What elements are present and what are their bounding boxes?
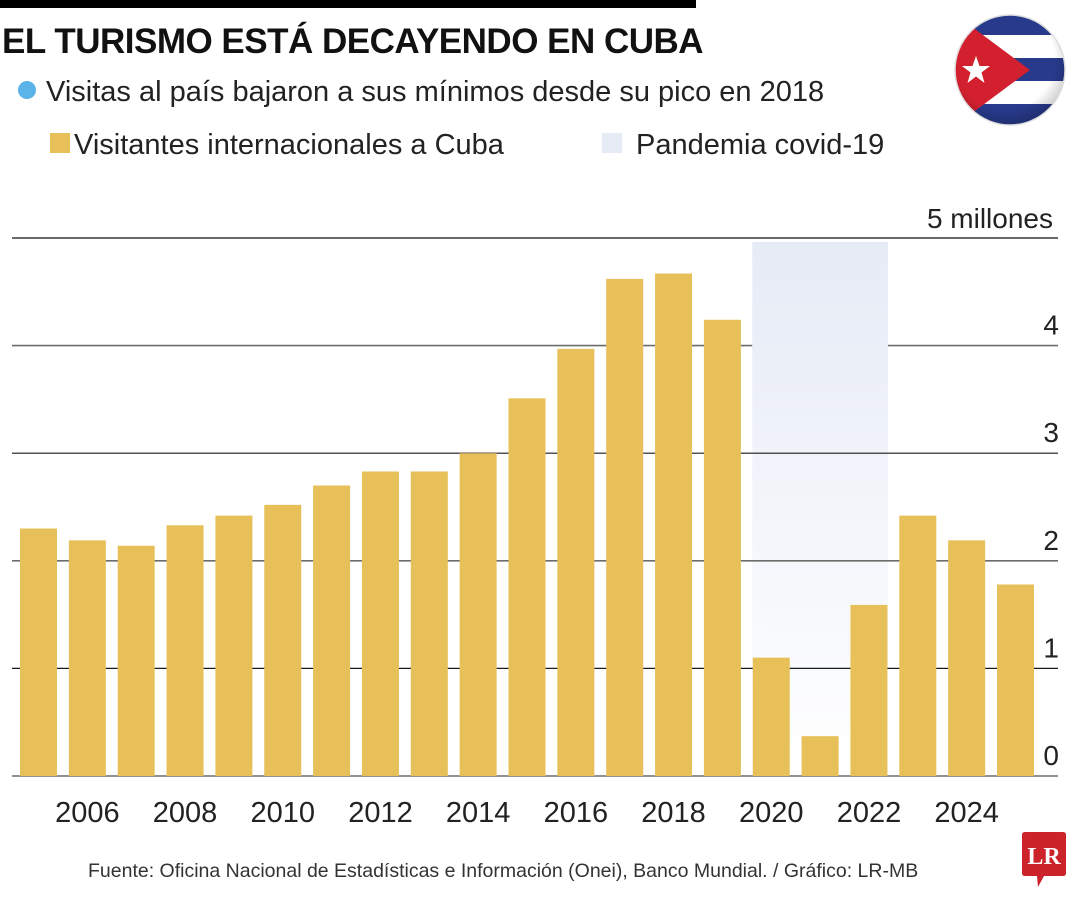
x-tick-label: 2008 [153,797,218,829]
chart-title: EL TURISMO ESTÁ DECAYENDO EN CUBA [2,22,704,61]
legend-swatch-pandemic [602,133,622,153]
bar-2023 [899,515,937,776]
bar-2021 [801,736,839,776]
y-tick-label: 2 [1043,525,1059,556]
bar-2022 [850,604,888,776]
bar-2008 [166,525,204,776]
bar-2018 [655,273,693,776]
y-tick-label: 0 [1043,740,1059,771]
bar-2020 [752,657,790,776]
bar-2007 [117,545,155,776]
bar-2025 [997,584,1034,776]
legend-item-visitors: Visitantes internacionales a Cuba [50,129,504,162]
legend-swatch-visitors [50,133,70,153]
bar-2024 [948,540,986,776]
bar-2012 [361,471,399,776]
x-tick-label: 2014 [446,797,511,829]
bar-2010 [264,504,302,776]
x-tick-label: 2018 [641,797,706,829]
lr-logo: LR [1022,832,1066,887]
bar-2017 [606,278,644,776]
bar-2019 [703,319,741,776]
x-tick-label: 2010 [250,797,315,829]
top-rule [0,0,696,8]
x-tick-label: 2022 [837,797,902,829]
bar-2016 [557,348,595,776]
y-tick-label: 1 [1043,632,1059,663]
x-tick-label: 2024 [934,797,999,829]
chart-subtitle: Visitas al país bajaron a sus mínimos de… [18,76,824,109]
bar-2014 [459,453,497,776]
bar-2011 [313,485,351,776]
bar-2009 [215,515,253,776]
x-tick-label: 2012 [348,797,413,829]
bullet-dot-icon [18,81,36,99]
logo-text: LR [1027,844,1061,870]
x-tick-label: 2016 [544,797,609,829]
y-tick-label: 3 [1043,417,1059,448]
bar-2013 [410,471,448,776]
y-tick-label: 5 millones [927,203,1053,234]
y-tick-label: 4 [1043,310,1059,341]
source-note: Fuente: Oficina Nacional de Estadísticas… [88,860,919,882]
subtitle-text: Visitas al país bajaron a sus mínimos de… [46,76,825,108]
x-tick-label: 2006 [55,797,120,829]
legend-label-visitors: Visitantes internacionales a Cuba [74,129,504,161]
cuba-flag-icon [954,14,1066,126]
legend-label-pandemic: Pandemia covid-19 [636,129,885,161]
legend-item-pandemic: Pandemia covid-19 [602,129,884,162]
bar-2006 [68,540,106,776]
bar-2015 [508,398,546,776]
bar-2005 [20,528,57,776]
x-tick-label: 2020 [739,797,804,829]
